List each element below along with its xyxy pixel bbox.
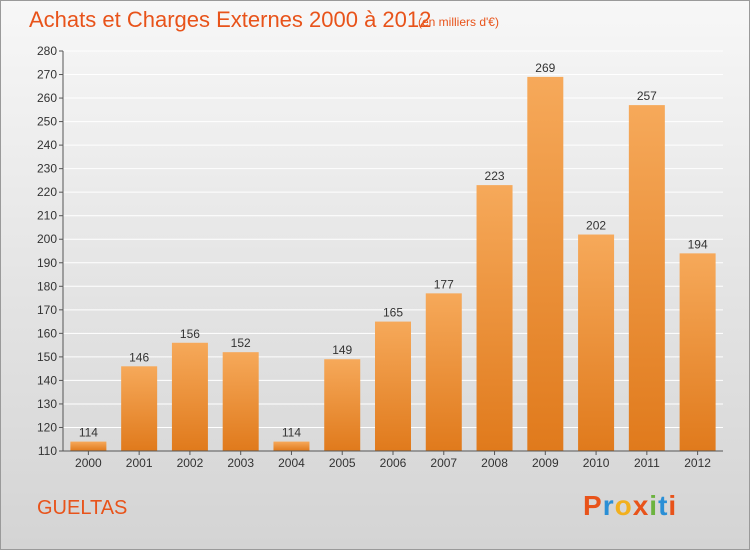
chart-title: Achats et Charges Externes 2000 à 2012	[29, 7, 432, 32]
bar	[70, 441, 107, 451]
x-tick-label: 2011	[634, 456, 660, 470]
data-label: 156	[180, 327, 200, 341]
data-label: 269	[535, 61, 555, 75]
data-label: 194	[688, 237, 708, 251]
x-tick-label: 2006	[380, 456, 407, 470]
y-tick-label: 200	[37, 232, 57, 246]
chart-subtitle: (en milliers d'€)	[418, 15, 499, 29]
bar	[476, 185, 513, 451]
bar	[121, 366, 158, 451]
bar	[527, 76, 564, 451]
logo-letter: o	[614, 490, 633, 521]
x-tick-label: 2003	[227, 456, 254, 470]
logo-letter: r	[602, 490, 615, 521]
bar	[171, 342, 208, 451]
y-tick-label: 250	[37, 115, 57, 129]
bar	[628, 105, 665, 451]
y-tick-label: 270	[37, 68, 57, 82]
y-tick-label: 240	[37, 138, 57, 152]
data-label: 146	[129, 350, 149, 364]
bar	[273, 441, 310, 451]
x-tick-label: 2010	[583, 456, 610, 470]
y-tick-label: 180	[37, 279, 57, 293]
logo-letter: t	[658, 490, 669, 521]
x-axis: 2000 2001 2002 2003 2004 2005 2006 2007 2008 2009…	[63, 450, 723, 470]
y-axis: 110 120 130 140 150 160 170 180 190 200 210 220 230 2…	[37, 44, 64, 458]
y-tick-label: 220	[37, 185, 57, 199]
bar	[679, 253, 716, 451]
y-tick-label: 110	[38, 444, 57, 458]
data-label: 165	[383, 306, 403, 320]
data-label: 114	[79, 426, 98, 440]
bar	[375, 321, 411, 451]
y-tick-label: 120	[37, 420, 57, 434]
y-tick-label: 280	[37, 44, 57, 58]
x-tick-label: 2000	[75, 456, 102, 470]
grid-lines	[63, 50, 723, 452]
data-label: 202	[586, 219, 606, 233]
bar	[324, 359, 361, 451]
logo-letter: i	[649, 490, 659, 521]
data-label: 257	[637, 89, 657, 103]
y-tick-label: 130	[37, 397, 57, 411]
commune-name: GUELTAS	[37, 497, 128, 519]
y-tick-label: 230	[37, 162, 57, 176]
y-tick-label: 160	[37, 326, 57, 340]
y-tick-label: 210	[37, 209, 57, 223]
x-tick-label: 2004	[278, 456, 305, 470]
bars: 114 146 156 152 114 149 165 177 223 269 202 257 194	[70, 61, 716, 451]
y-tick-label: 260	[37, 91, 57, 105]
data-label: 152	[231, 336, 251, 350]
y-tick-label: 190	[37, 256, 57, 270]
x-tick-label: 2002	[177, 456, 204, 470]
proxiti-logo[interactable]: Proxiti	[583, 490, 677, 522]
x-tick-label: 2005	[329, 456, 356, 470]
x-tick-label: 2007	[430, 456, 457, 470]
bar	[425, 293, 462, 451]
data-label: 177	[434, 277, 454, 291]
bar	[222, 352, 259, 451]
logo-letter: x	[632, 490, 650, 521]
bar	[578, 234, 615, 451]
logo-letter: i	[668, 490, 678, 521]
x-tick-label: 2009	[532, 456, 559, 470]
x-tick-label: 2012	[684, 456, 711, 470]
y-tick-label: 140	[37, 373, 57, 387]
y-tick-label: 150	[37, 350, 57, 364]
y-tick-label: 170	[37, 303, 57, 317]
logo-letter: P	[583, 490, 603, 521]
x-tick-label: 2001	[126, 456, 153, 470]
data-label: 149	[332, 343, 352, 357]
data-label: 114	[282, 426, 301, 440]
x-tick-label: 2008	[481, 456, 508, 470]
data-label: 223	[485, 169, 505, 183]
